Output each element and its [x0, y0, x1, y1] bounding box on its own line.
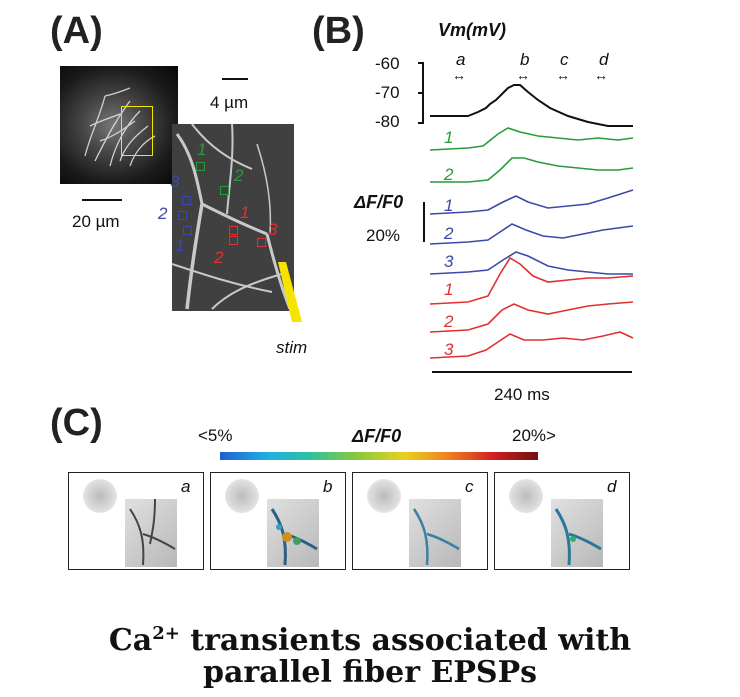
- frame-d-dendrites: [551, 499, 603, 567]
- vm-tick-80: -80: [375, 112, 400, 131]
- trace-red-3: [429, 331, 634, 359]
- vm-tick-mark-60: [418, 62, 423, 64]
- frame-a-dendrites: [125, 498, 177, 567]
- vm-trace: [430, 84, 633, 127]
- frame-c-label: c: [465, 477, 474, 496]
- frame-a: a: [68, 472, 204, 570]
- trace-blue-1: [429, 189, 634, 215]
- overview-micrograph: [60, 66, 178, 184]
- frame-b-overview: [225, 479, 259, 513]
- stim-label: stim: [276, 338, 308, 357]
- frame-c: c: [352, 472, 488, 570]
- roi-red-1: [229, 226, 238, 235]
- scalebar-4um-label: 4 µm: [210, 93, 249, 112]
- trace-label-red-1: 1: [444, 280, 454, 299]
- vm-tick-mark-70: [418, 92, 423, 94]
- colorbar-min-label: <5%: [198, 426, 233, 445]
- time-scale-label: 240 ms: [494, 385, 550, 404]
- roi-label-green-1: 1: [197, 140, 207, 159]
- caption-line-1: Ca2+ transients associated with: [0, 615, 740, 660]
- scalebar-4um: [222, 78, 248, 80]
- trace-label-green-1: 1: [444, 128, 454, 147]
- roi-green-2: [220, 186, 229, 195]
- window-arrow-a: ↔: [452, 67, 466, 83]
- trace-label-red-2: 2: [444, 312, 454, 331]
- frame-b-label: b: [323, 477, 333, 496]
- window-arrow-b: ↔: [516, 67, 530, 83]
- stim-electrode-icon: [278, 262, 302, 322]
- caption-superscript: 2+: [152, 623, 180, 644]
- colorbar: [220, 452, 538, 460]
- trace-label-red-3: 3: [444, 340, 454, 359]
- frame-b-dendrites: [267, 499, 319, 567]
- frame-a-overview: [83, 479, 117, 513]
- frame-c-dendrites: [409, 499, 461, 567]
- roi-label-blue-3: 3: [170, 172, 180, 191]
- zoom-micrograph: [172, 124, 294, 311]
- frame-c-overview: [367, 479, 401, 513]
- trace-label-blue-1: 1: [444, 196, 454, 215]
- window-arrow-c: ↔: [556, 67, 570, 83]
- trace-red-1: [429, 256, 634, 305]
- roi-blue-1: [183, 226, 192, 235]
- scalebar-20um-label: 20 µm: [72, 212, 120, 231]
- scalebar-20um: [82, 199, 122, 201]
- roi-label-blue-2: 2: [158, 204, 168, 223]
- df-scale-bar: [423, 202, 425, 242]
- roi-blue-3: [182, 196, 191, 205]
- panel-c-label: (C): [50, 402, 103, 444]
- roi-red-3: [257, 238, 266, 247]
- roi-label-red-2: 2: [214, 248, 224, 267]
- trace-green-2: [430, 157, 634, 183]
- window-label-c: c: [560, 50, 569, 69]
- vm-tick-70: -70: [375, 83, 400, 102]
- roi-blue-2: [178, 211, 187, 220]
- frame-d-overview: [509, 479, 543, 513]
- roi-zoom-box: [121, 106, 153, 156]
- overview-dendrites: [84, 87, 156, 167]
- panel-b-label: (B): [312, 10, 365, 52]
- zoom-dendrites: [172, 124, 294, 311]
- frame-b: b: [210, 472, 346, 570]
- trace-red-2: [429, 301, 634, 333]
- frame-d: d: [494, 472, 630, 570]
- roi-label-blue-1: 1: [175, 236, 185, 255]
- frame-a-label: a: [181, 477, 191, 496]
- df-scale-label: ΔF/F0: [354, 192, 404, 212]
- trace-label-blue-2: 2: [444, 224, 454, 243]
- colorbar-max-label: 20%>: [512, 426, 556, 445]
- trace-green-1: [429, 127, 634, 151]
- window-label-a: a: [456, 50, 466, 69]
- trace-label-blue-3: 3: [444, 252, 454, 271]
- vm-tick-60: -60: [375, 54, 400, 73]
- caption-line-1-post: transients associated with: [179, 623, 632, 658]
- roi-label-red-1: 1: [240, 203, 250, 222]
- trace-label-green-2: 2: [444, 165, 454, 184]
- roi-green-1: [196, 162, 205, 171]
- colorbar-title: ΔF/F0: [352, 426, 402, 446]
- trace-blue-3: [429, 251, 633, 275]
- frame-d-label: d: [607, 477, 617, 496]
- window-label-d: d: [599, 50, 609, 69]
- caption-line-1-pre: Ca: [108, 623, 153, 658]
- roi-label-red-3: 3: [268, 220, 278, 239]
- roi-red-1b: [229, 236, 238, 245]
- trace-plot: [429, 84, 634, 359]
- window-label-b: b: [520, 50, 530, 69]
- caption-line-2: parallel fiber EPSPs: [202, 655, 538, 690]
- panel-a-label: (A): [50, 10, 103, 52]
- trace-blue-2: [429, 223, 634, 245]
- vm-axis-label: Vm(mV): [438, 20, 507, 40]
- df-scale-value: 20%: [366, 226, 401, 245]
- vm-tick-mark-80: [418, 122, 423, 124]
- time-scale-bar: [432, 371, 632, 373]
- window-arrow-d: ↔: [594, 67, 608, 83]
- roi-label-green-2: 2: [234, 166, 244, 185]
